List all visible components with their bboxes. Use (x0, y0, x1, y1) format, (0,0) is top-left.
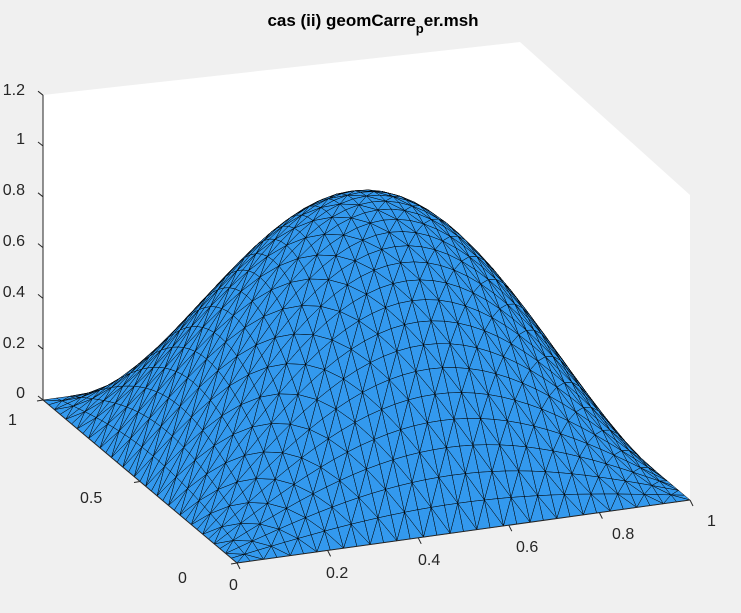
tick-mark (37, 395, 44, 401)
tick-mark (236, 562, 241, 570)
z-tick-label: 1.2 (3, 82, 25, 99)
z-tick-label: 0.4 (3, 284, 25, 301)
tick-mark (37, 294, 44, 299)
y-tick-label: 0 (178, 570, 187, 587)
x-tick-label: 0.6 (516, 539, 538, 556)
tick-mark (230, 562, 238, 565)
chart-title: cas (ii) geomCarreper.msh (267, 11, 478, 36)
tick-mark (37, 90, 44, 96)
surface-mesh (42, 189, 691, 564)
z-tick-label: 0.2 (3, 335, 25, 352)
surface-facet (659, 480, 679, 491)
x-tick-label: 0.8 (612, 526, 634, 543)
z-tick-label: 0.6 (3, 233, 25, 250)
x-tick-label: 0.4 (418, 552, 440, 569)
tick-mark (37, 243, 44, 248)
tick-mark (37, 141, 44, 147)
tick-mark (417, 537, 422, 545)
x-tick-label: 1 (707, 513, 716, 530)
tick-mark (689, 499, 694, 507)
tick-mark (36, 399, 44, 402)
x-tick-label: 0 (229, 577, 238, 594)
tick-mark (598, 512, 603, 519)
y-tick-label: 1 (8, 412, 17, 429)
tick-mark (37, 344, 44, 350)
surface-facet (647, 467, 668, 482)
y-tick-label: 0.5 (80, 490, 102, 507)
tick-mark (327, 550, 332, 557)
x-tick-label: 0.2 (326, 565, 348, 582)
z-tick-label: 0.8 (3, 182, 25, 199)
z-tick-label: 0 (16, 385, 25, 402)
tick-mark (133, 481, 141, 483)
tick-mark (508, 524, 513, 532)
tick-mark (37, 192, 44, 198)
tick-marks (36, 90, 694, 570)
z-tick-label: 1 (16, 131, 25, 148)
